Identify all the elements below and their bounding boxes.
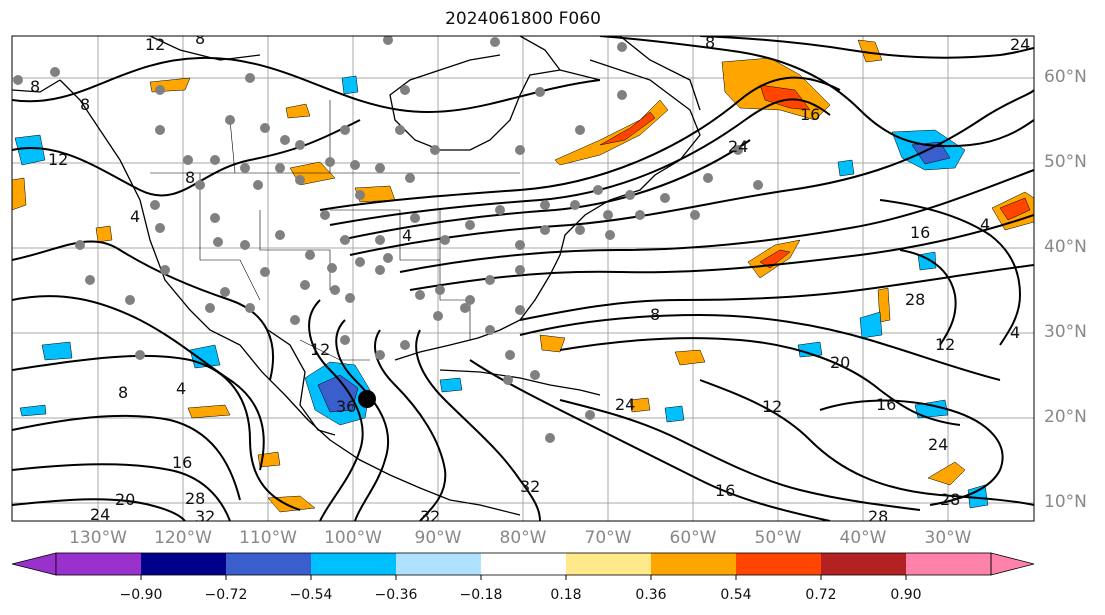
colorbar-tick-label: 0.54: [720, 587, 752, 603]
contour-label: 20: [830, 353, 850, 372]
colorbar-segment: [141, 553, 226, 575]
latitude-label: 20°N: [1044, 407, 1087, 427]
height-contours: [12, 36, 1034, 521]
contour-label: 8: [195, 29, 205, 48]
colorbar-segment: [566, 553, 651, 575]
longitude-label: 80°W: [499, 528, 547, 548]
contour-label: 8: [650, 305, 660, 324]
contour-label: 8: [185, 168, 195, 187]
colorbar-segment: [311, 553, 396, 575]
contour-label: 28: [185, 489, 205, 508]
colorbar-tick-label: 0.36: [635, 587, 667, 603]
latitude-label: 30°N: [1044, 322, 1087, 342]
contour-label: 24: [615, 395, 635, 414]
latitude-label: 40°N: [1044, 237, 1087, 257]
contour-label: 12: [310, 340, 330, 359]
contour-label: 16: [800, 105, 820, 124]
colorbar-high-extension: [990, 552, 1035, 576]
colorbar-segment: [651, 553, 736, 575]
contour-label: 32: [195, 507, 215, 526]
colorbar-tick-label: 0.90: [890, 587, 922, 603]
longitude-label: 50°W: [754, 528, 802, 548]
colorbar-segment: [56, 553, 141, 575]
contour-label: 12: [762, 397, 782, 416]
contour-label: 16: [172, 453, 192, 472]
colorbar-tick-label: −0.90: [119, 587, 163, 603]
graticule: [12, 36, 1034, 521]
political-borders: [150, 100, 520, 361]
contour-label: 4: [402, 226, 412, 245]
contour-label: 12: [145, 35, 165, 54]
latitude-label: 10°N: [1044, 492, 1087, 512]
colorbar-low-extension: [11, 552, 57, 576]
colorbar-segment: [481, 553, 566, 575]
contour-label: 4: [980, 215, 990, 234]
contour-label: 36: [336, 397, 356, 416]
contour-label: 20: [115, 490, 135, 509]
colorbar-segment: [736, 553, 821, 575]
contour-label: 32: [520, 477, 540, 496]
contour-label: 24: [928, 435, 948, 454]
contour-label: 24: [728, 137, 748, 156]
contour-label: 24: [1010, 35, 1030, 54]
longitude-label: 120°W: [154, 528, 212, 548]
colorbar-tick-label: −0.54: [289, 587, 333, 603]
contour-label: 16: [876, 395, 896, 414]
longitude-label: 60°W: [669, 528, 717, 548]
colorbar-frame: [55, 552, 992, 576]
contour-label: 4: [176, 379, 186, 398]
colorbar-segment: [821, 553, 906, 575]
contour-label: 16: [715, 481, 735, 500]
map-frame: [11, 35, 1035, 522]
contour-label: 12: [48, 150, 68, 169]
longitude-label: 40°W: [839, 528, 887, 548]
contour-label: 4: [1010, 323, 1020, 342]
contour-label: 28: [940, 490, 960, 509]
map-title: 2024061800 F060: [445, 9, 601, 29]
contour-label: 24: [90, 505, 110, 524]
longitude-label: 70°W: [584, 528, 632, 548]
contour-label: 4: [130, 207, 140, 226]
contour-label: 12: [935, 335, 955, 354]
longitude-label: 90°W: [414, 528, 462, 548]
station-dots: [13, 36, 763, 443]
colorbar-segment: [906, 553, 991, 575]
positive-anomaly-patches: [12, 39, 1034, 513]
contour-label: 32: [420, 507, 440, 526]
colorbar-segment: [226, 553, 311, 575]
contour-label: 8: [118, 383, 128, 402]
colorbar-tick-label: −0.36: [374, 587, 418, 603]
longitude-label: 30°W: [924, 528, 972, 548]
colorbar: [11, 552, 1035, 580]
contour-label: 28: [868, 507, 888, 526]
contour-label: 8: [30, 77, 40, 96]
contour-label: 8: [80, 95, 90, 114]
contour-label: 28: [905, 290, 925, 309]
latitude-label: 50°N: [1044, 152, 1087, 172]
colorbar-tick-label: 0.18: [550, 587, 582, 603]
longitude-label: 130°W: [69, 528, 127, 548]
colorbar-tick-label: −0.72: [204, 587, 248, 603]
latitude-label: 60°N: [1044, 67, 1087, 87]
longitude-label: 100°W: [324, 528, 382, 548]
coastlines: [12, 36, 701, 516]
storm-marker: [358, 390, 376, 408]
longitude-label: 110°W: [239, 528, 297, 548]
contour-label: 16: [910, 223, 930, 242]
contour-labels: 12 8 8 8 12 4 8 4 24 8 16 24 4 8 28 12 8…: [30, 29, 1030, 526]
map-content: 12 8 8 8 12 4 8 4 24 8 16 24 4 8 28 12 8…: [12, 29, 1034, 526]
colorbar-segment: [396, 553, 481, 575]
colorbar-tick-label: −0.18: [459, 587, 503, 603]
contour-label: 8: [705, 33, 715, 52]
colorbar-tick-label: 0.72: [805, 587, 837, 603]
